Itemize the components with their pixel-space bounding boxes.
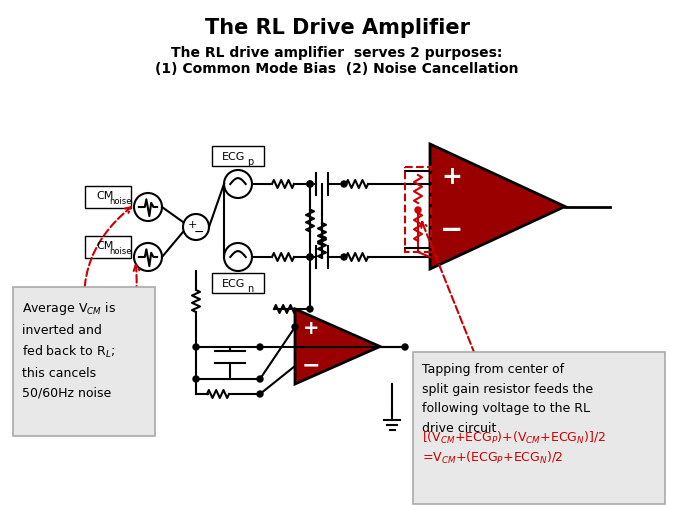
Text: [(V$_{CM}$+ECG$_P$)+(V$_{CM}$+ECG$_N$)]/2: [(V$_{CM}$+ECG$_P$)+(V$_{CM}$+ECG$_N$)]/… — [422, 429, 606, 445]
Circle shape — [193, 344, 199, 350]
Text: ECG: ECG — [222, 278, 246, 288]
Polygon shape — [430, 145, 565, 270]
Polygon shape — [295, 310, 380, 384]
Circle shape — [307, 182, 313, 188]
Circle shape — [307, 182, 313, 188]
Circle shape — [415, 208, 421, 214]
Circle shape — [257, 344, 263, 350]
Circle shape — [341, 182, 347, 188]
Text: −: − — [440, 216, 464, 243]
Circle shape — [292, 324, 298, 330]
Text: p: p — [247, 157, 253, 167]
Text: +: + — [303, 318, 319, 337]
Text: ECG: ECG — [222, 152, 246, 162]
Circle shape — [193, 376, 199, 382]
Text: n: n — [247, 283, 253, 293]
Text: Tapping from center of
split gain resistor feeds the
following voltage to the RL: Tapping from center of split gain resist… — [422, 362, 593, 434]
FancyBboxPatch shape — [413, 352, 665, 504]
Text: The RL Drive Amplifier: The RL Drive Amplifier — [204, 18, 470, 38]
Circle shape — [307, 255, 313, 261]
Circle shape — [307, 255, 313, 261]
Text: (1) Common Mode Bias  (2) Noise Cancellation: (1) Common Mode Bias (2) Noise Cancellat… — [155, 62, 519, 76]
FancyBboxPatch shape — [85, 187, 131, 209]
FancyBboxPatch shape — [85, 236, 131, 259]
Text: The RL drive amplifier  serves 2 purposes:: The RL drive amplifier serves 2 purposes… — [171, 46, 503, 60]
Circle shape — [257, 376, 263, 382]
FancyBboxPatch shape — [13, 287, 155, 436]
Text: +: + — [187, 220, 197, 230]
Text: −: − — [302, 355, 320, 374]
Text: noise: noise — [109, 247, 131, 256]
FancyBboxPatch shape — [212, 147, 264, 167]
Circle shape — [257, 391, 263, 397]
Text: +: + — [441, 165, 462, 189]
Text: CM: CM — [96, 190, 114, 200]
Circle shape — [341, 255, 347, 261]
Text: =V$_{CM}$+(ECG$_P$+ECG$_N$)/2: =V$_{CM}$+(ECG$_P$+ECG$_N$)/2 — [422, 449, 563, 465]
Text: noise: noise — [109, 197, 131, 206]
Text: Average V$_{CM}$ is
inverted and
fed back to R$_L$;
this cancels
50/60Hz noise: Average V$_{CM}$ is inverted and fed bac… — [22, 299, 116, 398]
Text: −: − — [193, 225, 204, 238]
Circle shape — [402, 344, 408, 350]
FancyBboxPatch shape — [212, 274, 264, 293]
Text: CM: CM — [96, 240, 114, 250]
Circle shape — [307, 307, 313, 313]
